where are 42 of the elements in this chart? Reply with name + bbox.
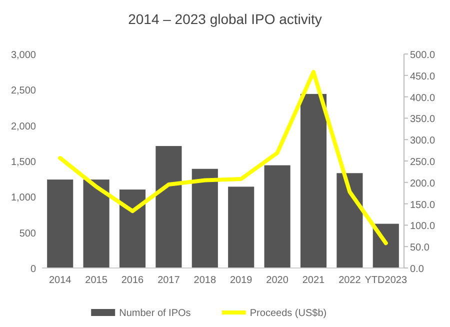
y2-tick-label: 350.0	[410, 114, 436, 126]
chart-title: 2014 – 2023 global IPO activity	[128, 11, 322, 27]
bar	[372, 224, 399, 268]
legend-label: Proceeds (US$b)	[250, 308, 327, 319]
y2-tick-label: 500.0	[410, 50, 436, 61]
x-tick-label: 2014	[48, 275, 72, 286]
bar	[119, 190, 146, 268]
y2-tick-label: 150.0	[410, 200, 436, 211]
y-tick-label: 3,000	[10, 50, 36, 61]
y-tick-label: 1,500	[10, 157, 36, 168]
y-tick-label: 1,000	[10, 192, 36, 204]
y2-tick-label: 300.0	[410, 136, 436, 147]
legend-label: Number of IPOs	[119, 308, 191, 319]
y2-tick-label: 200.0	[410, 178, 436, 190]
y-tick-label: 0	[30, 264, 36, 275]
bar	[83, 180, 110, 268]
y-tick-label: 500	[19, 228, 36, 240]
y2-tick-label: 50.0	[410, 242, 430, 254]
y2-tick-label: 400.0	[410, 92, 436, 104]
x-tick-label: 2020	[266, 275, 289, 286]
y2-tick-label: 450.0	[410, 71, 436, 82]
x-tick-label: YTD2023	[364, 275, 408, 286]
x-tick-label: 2018	[194, 275, 216, 286]
x-tick-label: 2017	[158, 275, 180, 286]
bar	[156, 146, 182, 268]
y2-tick-label: 0.0	[410, 264, 424, 275]
x-tick-label: 2021	[302, 275, 326, 286]
bar	[47, 180, 74, 268]
x-tick-label: 2016	[121, 275, 144, 286]
x-tick-label: 2022	[338, 275, 362, 286]
bar	[192, 168, 218, 268]
y2-tick-label: 250.0	[410, 157, 436, 168]
x-tick-label: 2015	[85, 275, 108, 286]
y-tick-label: 2,000	[10, 121, 36, 132]
bar	[300, 94, 327, 268]
bar	[264, 165, 290, 268]
bar	[228, 186, 254, 268]
line-series	[58, 70, 388, 246]
bar	[336, 173, 363, 268]
y-tick-label: 2,500	[10, 86, 36, 97]
x-tick-label: 2019	[230, 275, 253, 286]
y2-tick-label: 100.0	[410, 221, 436, 232]
